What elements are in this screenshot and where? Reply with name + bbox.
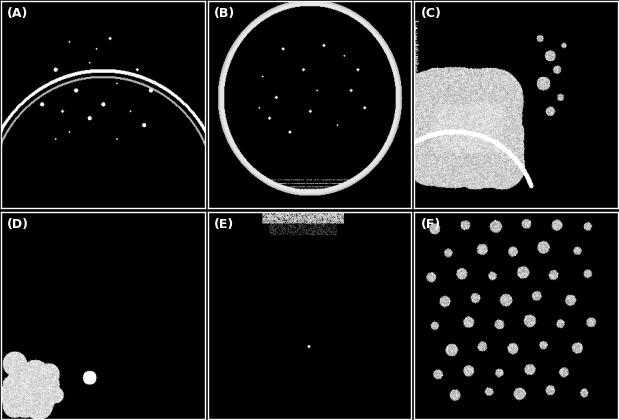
Text: (B): (B) [214,7,235,20]
Text: (C): (C) [420,7,441,20]
Text: (F): (F) [420,218,441,231]
Text: (A): (A) [7,7,28,20]
Text: (D): (D) [7,218,29,231]
Text: (E): (E) [214,218,234,231]
